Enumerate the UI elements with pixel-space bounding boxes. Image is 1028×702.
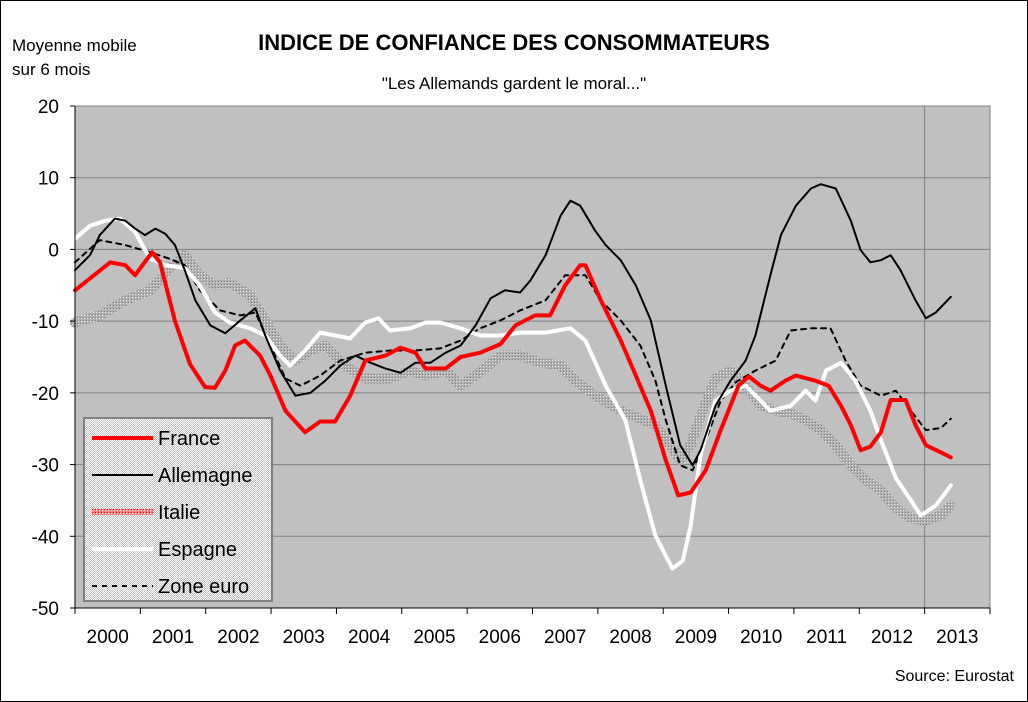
x-tick-label: 2013 — [936, 627, 978, 648]
y-tick-label: 10 — [38, 169, 59, 190]
legend-label: Italie — [158, 502, 200, 524]
y-tick-label: -10 — [32, 312, 59, 333]
chart-title: INDICE DE CONFIANCE DES CONSOMMATEURS — [258, 30, 770, 55]
y-tick-label: -30 — [32, 456, 59, 477]
series-line-espagne — [73, 216, 953, 571]
y-tick-label: 20 — [38, 97, 59, 118]
x-tick-label: 2007 — [544, 627, 586, 648]
series-line-allemagne — [74, 183, 952, 467]
x-tick-label: 2012 — [871, 627, 913, 648]
series-line-italie — [70, 250, 956, 526]
x-tick-label: 2003 — [283, 627, 325, 648]
x-tick-label: 2000 — [87, 627, 129, 648]
y-tick-label: -20 — [32, 384, 59, 405]
y-tick-label: 0 — [48, 240, 59, 261]
x-tick-label: 2006 — [479, 627, 521, 648]
source-note: Source: Eurostat — [894, 668, 1014, 685]
x-tick-label: 2004 — [348, 627, 391, 648]
legend-label: Espagne — [158, 539, 237, 561]
y-tick-label: -40 — [32, 527, 59, 548]
x-tick-label: 2009 — [675, 627, 717, 648]
series-line-zone-euro — [74, 239, 952, 472]
x-tick-label: 2005 — [413, 627, 455, 648]
x-tick-label: 2010 — [740, 627, 782, 648]
legend-label: Allemagne — [158, 465, 253, 487]
x-tick-label: 2001 — [152, 627, 194, 648]
legend: France Allemagne Italie Espagne Zone euro — [83, 417, 273, 602]
y-axis-label-line1: Moyenne mobile — [12, 36, 137, 55]
legend-label: Zone euro — [158, 576, 249, 598]
x-tick-label: 2008 — [609, 627, 651, 648]
y-axis-label-line2: sur 6 mois — [12, 60, 91, 79]
y-tick-label: -50 — [32, 599, 59, 620]
series-line-france — [73, 250, 953, 498]
x-tick-label: 2002 — [217, 627, 259, 648]
x-tick-label: 2011 — [806, 627, 847, 648]
legend-label: France — [158, 428, 220, 450]
chart-subtitle: "Les Allemands gardent le moral..." — [381, 74, 647, 93]
